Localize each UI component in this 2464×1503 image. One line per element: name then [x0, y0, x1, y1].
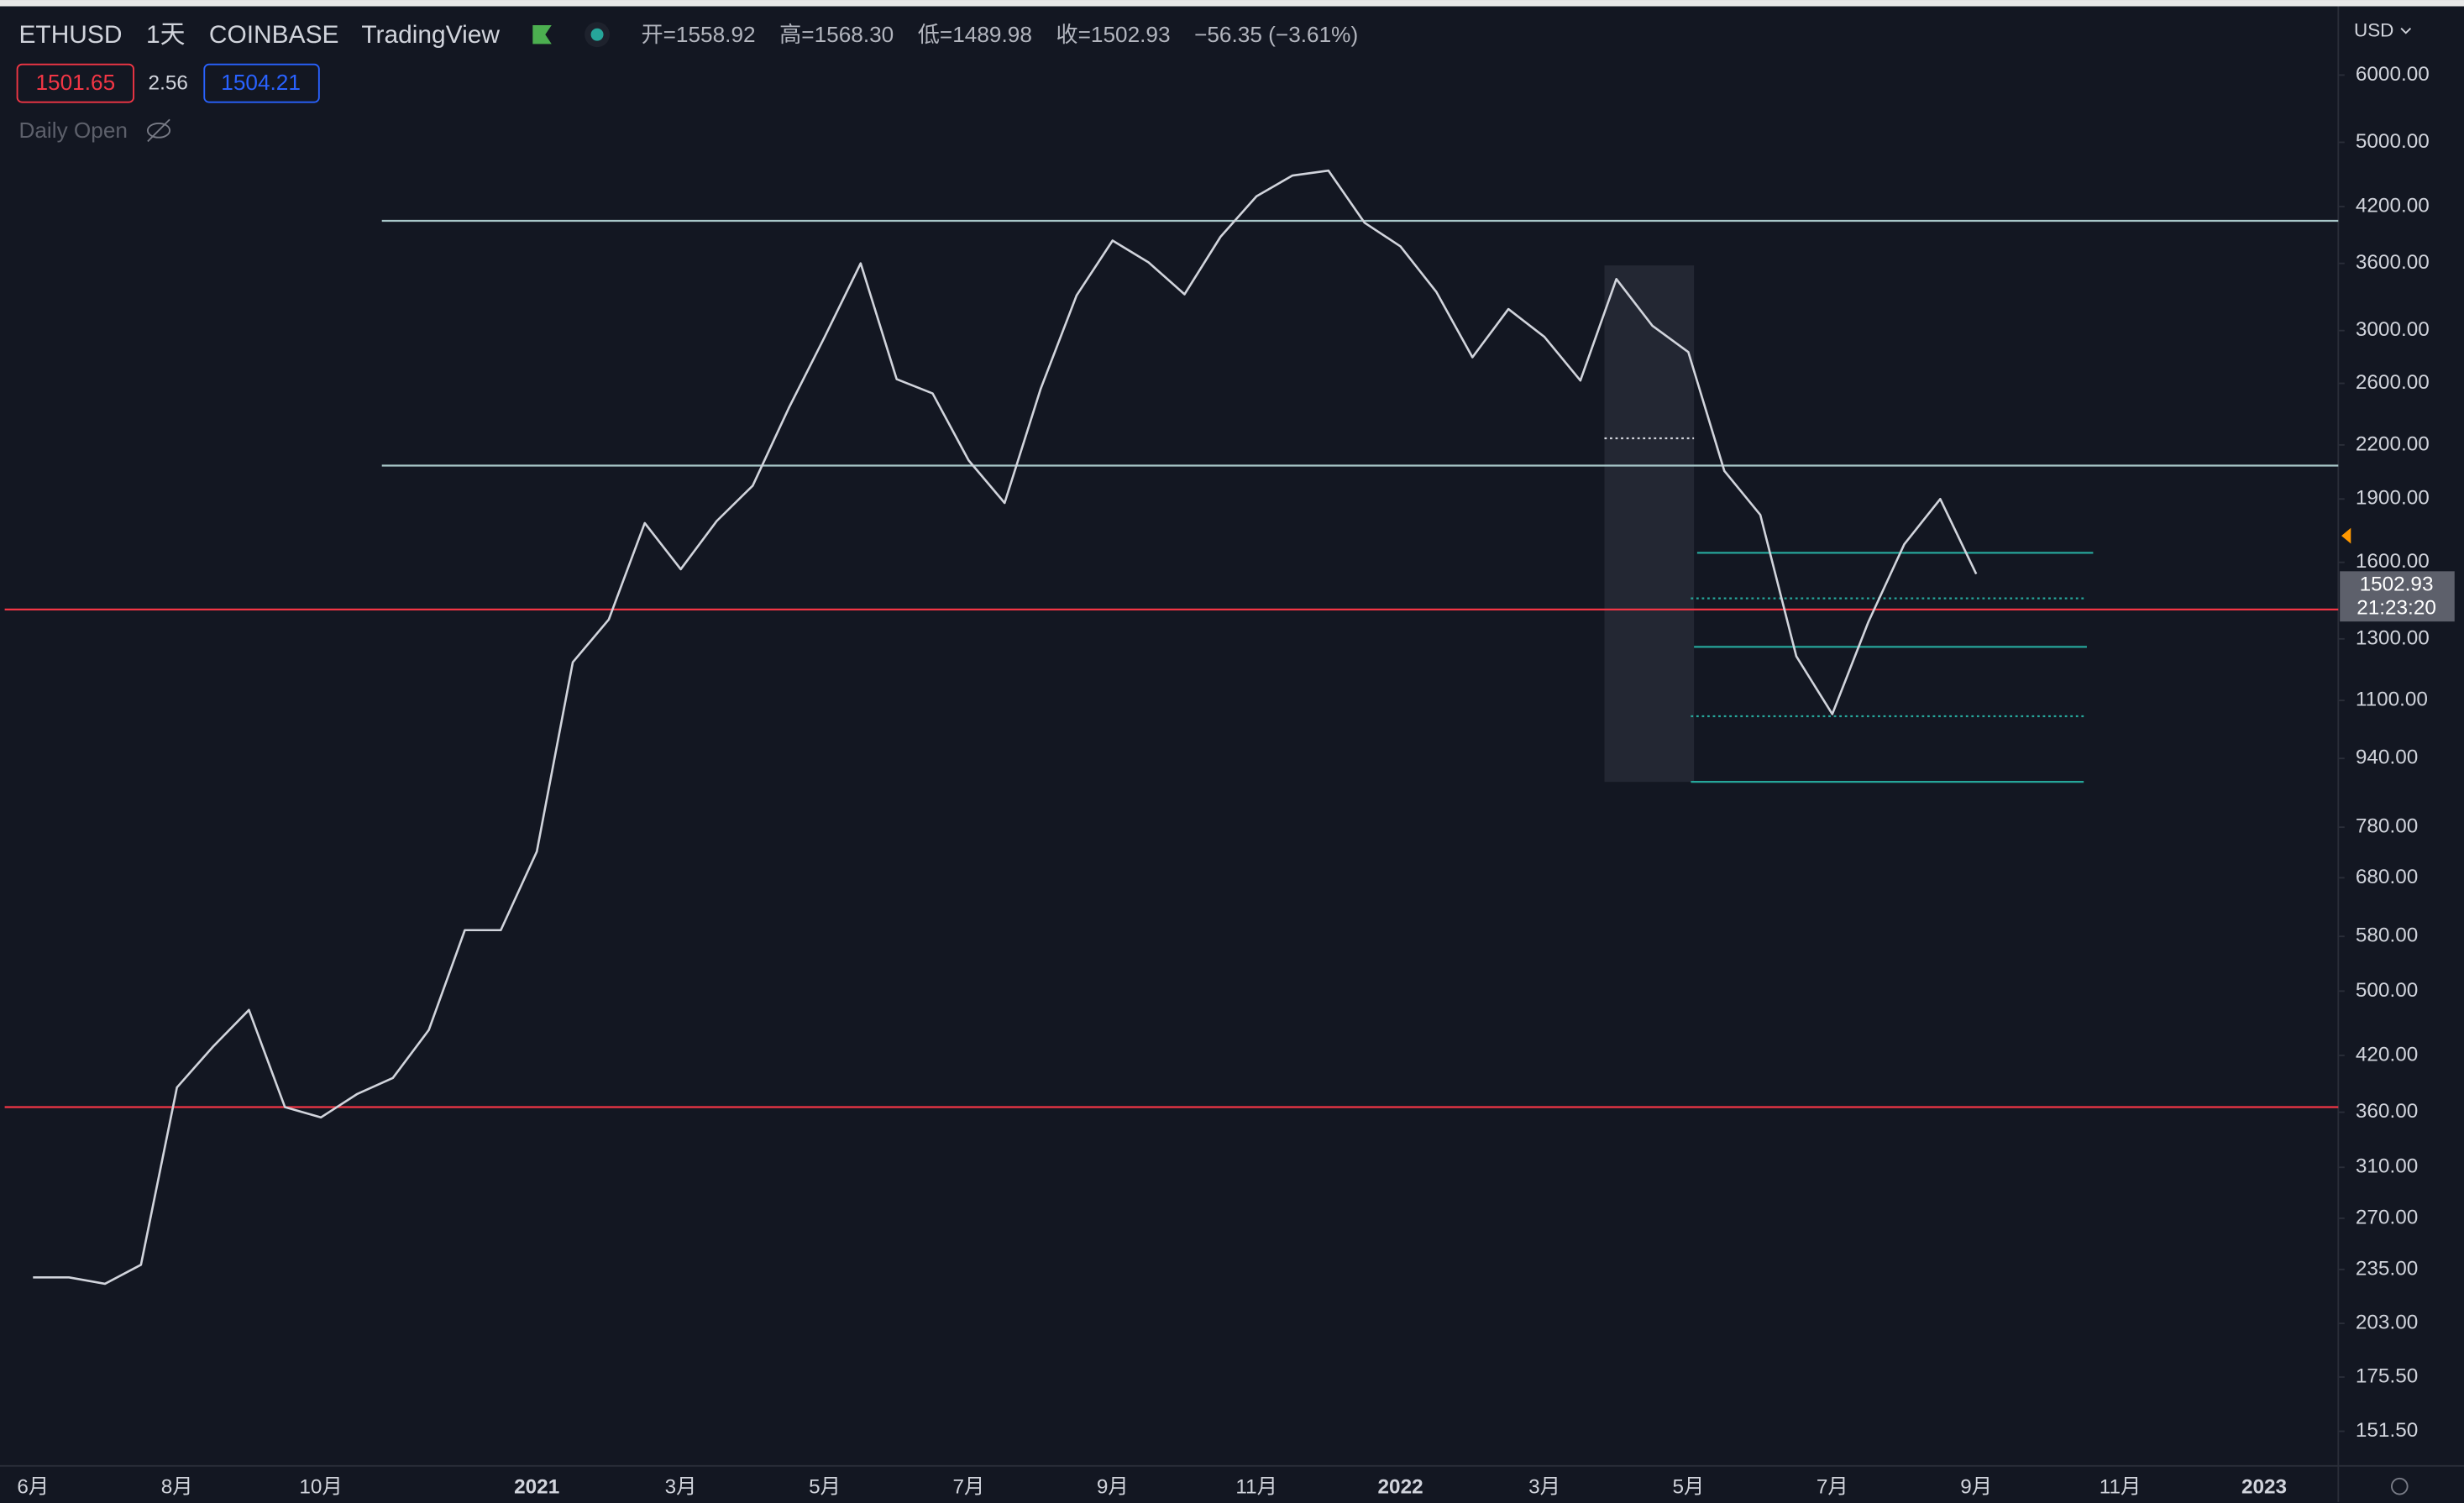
x-tick-label: 7月: [952, 1475, 984, 1498]
y-tick-label: 360.00: [2356, 1100, 2418, 1123]
x-tick-label: 9月: [1960, 1475, 1992, 1498]
status-dot: [590, 28, 604, 41]
spread: 2.56: [149, 72, 188, 95]
close: 收=1502.93: [1056, 22, 1170, 47]
x-tick-label: 2022: [1378, 1475, 1423, 1498]
x-tick-label: 3月: [665, 1475, 697, 1498]
countdown: 21:23:20: [2357, 597, 2436, 620]
x-tick-label: 3月: [1528, 1475, 1560, 1498]
currency-caret: [2400, 28, 2412, 34]
y-tick-label: 780.00: [2356, 815, 2418, 838]
x-tick-label: 7月: [1817, 1475, 1848, 1498]
y-tick-label: 580.00: [2356, 924, 2418, 947]
alert-marker: [2341, 527, 2351, 544]
buy-button[interactable]: [203, 63, 320, 103]
y-tick-label: 1600.00: [2356, 550, 2430, 573]
settings-icon[interactable]: [2390, 1477, 2409, 1495]
symbol[interactable]: ETHUSD: [18, 21, 122, 49]
y-tick-label: 3600.00: [2356, 251, 2430, 274]
y-tick-label: 680.00: [2356, 866, 2418, 888]
price-line: [33, 169, 1978, 1286]
interval[interactable]: 1天: [146, 21, 186, 49]
open: 开=1558.92: [641, 22, 755, 47]
x-tick-label: 11月: [1235, 1475, 1277, 1498]
y-tick-label: 2600.00: [2356, 371, 2430, 394]
x-tick-label: 11月: [2100, 1475, 2142, 1498]
y-tick-label: 940.00: [2356, 746, 2418, 769]
source: TradingView: [361, 21, 500, 49]
plot: [4, 169, 2339, 1286]
x-tick-label: 2021: [514, 1475, 559, 1498]
sell-price: 1501.65: [35, 70, 115, 95]
last-price-label: 1502.93: [2360, 573, 2434, 596]
indicator-name[interactable]: Daily Open: [18, 118, 128, 143]
x-tick-label: 5月: [1672, 1475, 1704, 1498]
currency[interactable]: USD: [2354, 19, 2393, 40]
y-tick-label: 420.00: [2356, 1043, 2418, 1066]
y-tick-label: 500.00: [2356, 979, 2418, 1002]
exchange: COINBASE: [209, 21, 339, 49]
y-tick-label: 310.00: [2356, 1155, 2418, 1178]
y-tick-label: 270.00: [2356, 1206, 2418, 1228]
change: −56.35 (−3.61%): [1194, 22, 1358, 47]
x-tick-label: 5月: [809, 1475, 841, 1498]
y-tick-label: 1300.00: [2356, 626, 2430, 649]
low: 低=1489.98: [918, 22, 1032, 47]
x-tick-label: 8月: [161, 1475, 193, 1498]
last-price-tag: [2340, 571, 2455, 622]
high: 高=1568.30: [779, 22, 894, 47]
y-tick-label: 4200.00: [2356, 194, 2430, 217]
y-tick-label: 175.50: [2356, 1364, 2418, 1387]
y-tick-label: 6000.00: [2356, 63, 2430, 86]
y-tick-label: 203.00: [2356, 1312, 2418, 1334]
range-box: [1604, 265, 1695, 783]
x-tick-label: 9月: [1097, 1475, 1129, 1498]
hidden-icon[interactable]: [146, 118, 171, 143]
y-tick-label: 2200.00: [2356, 432, 2430, 455]
y-tick-label: 235.00: [2356, 1257, 2418, 1280]
y-tick-label: 5000.00: [2356, 130, 2430, 153]
top-border: [0, 0, 2464, 7]
x-tick-label: 6月: [17, 1475, 49, 1498]
y-tick-label: 151.50: [2356, 1419, 2418, 1442]
flag-icon[interactable]: [532, 24, 552, 45]
y-tick-label: 3000.00: [2356, 318, 2430, 341]
sell-button[interactable]: [16, 63, 134, 103]
y-tick-label: 1100.00: [2356, 689, 2428, 711]
buy-price: 1504.21: [221, 70, 301, 95]
x-tick-label: 10月: [299, 1475, 342, 1498]
x-tick-label: 2023: [2241, 1475, 2287, 1498]
y-tick-label: 1900.00: [2356, 487, 2430, 510]
